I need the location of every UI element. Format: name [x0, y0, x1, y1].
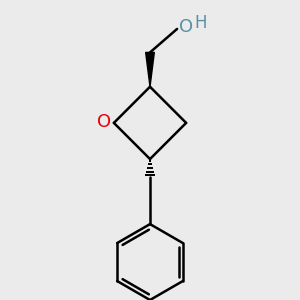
- Text: O: O: [179, 18, 193, 36]
- Text: H: H: [194, 14, 207, 32]
- Text: O: O: [97, 113, 111, 131]
- Polygon shape: [146, 52, 154, 87]
